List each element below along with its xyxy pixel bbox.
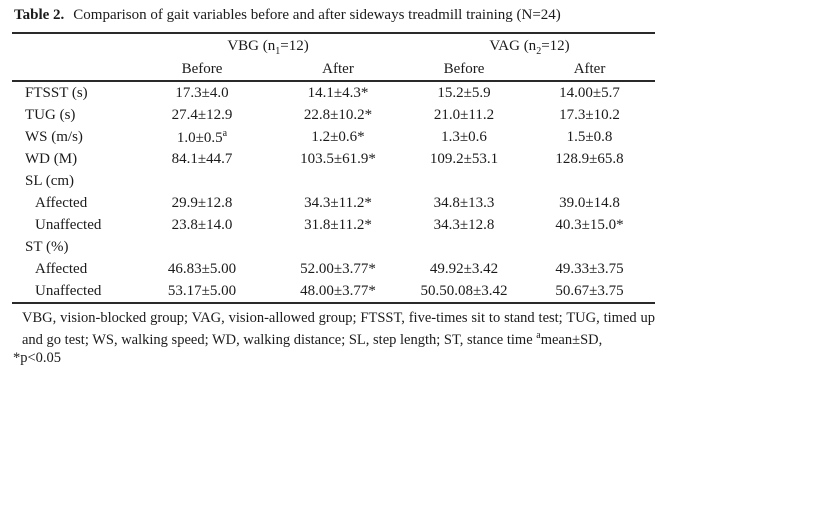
table-title-text: Comparison of gait variables before and … xyxy=(73,7,561,23)
cell: 103.5±61.9* xyxy=(300,150,376,167)
row-label: Affected xyxy=(35,194,88,211)
cell xyxy=(404,170,524,192)
gait-variables-table: VBG (n1=12) VAG (n2=12) Before After Bef… xyxy=(12,32,656,304)
cell: 84.1±44.7 xyxy=(171,150,233,167)
cell xyxy=(404,236,524,258)
cell: 1.0±0.5a xyxy=(176,127,228,146)
table-footnote: VBG, vision-blocked group; VAG, vision-a… xyxy=(12,309,655,367)
cell: 109.2±53.1 xyxy=(429,150,499,167)
cell: 34.3±12.8 xyxy=(433,216,495,233)
table-title-label: Table 2. xyxy=(14,7,65,23)
cell xyxy=(132,170,272,192)
cell: 34.3±11.2* xyxy=(304,194,372,211)
cell: 40.3±15.0* xyxy=(555,216,624,233)
cell: 1.3±0.6 xyxy=(441,128,487,145)
table-row-st-affected: Affected 46.83±5.00 52.00±3.77* 49.92±3.… xyxy=(12,258,655,280)
cell: 50.50.08±3.42 xyxy=(404,280,525,304)
row-label: Unaffected xyxy=(35,216,102,233)
table-row-tug: TUG (s) 27.4±12.9 22.8±10.2* 21.0±11.2 1… xyxy=(12,104,655,126)
cell: 1.5±0.8 xyxy=(566,128,613,145)
row-label: WD (M) xyxy=(25,150,78,167)
row-label: WS (m/s) xyxy=(25,128,83,145)
cell: 17.3±4.0 xyxy=(175,84,229,101)
table-title: Table 2. Comparison of gait variables bef… xyxy=(14,6,655,24)
row-label: SL (cm) xyxy=(25,172,75,189)
cell: 14.1±4.3* xyxy=(307,84,369,101)
row-label: TUG (s) xyxy=(25,106,76,123)
cell: 52.00±3.77* xyxy=(300,260,376,277)
cell: 17.3±10.2 xyxy=(559,106,620,123)
sub-header-vag-before: Before xyxy=(404,59,525,82)
cell: 23.8±14.0 xyxy=(171,216,233,233)
group-header-vag: VAG (n2=12) xyxy=(404,32,656,59)
cell: 34.8±13.3 xyxy=(433,194,495,211)
group-header-row: VBG (n1=12) VAG (n2=12) xyxy=(12,32,656,59)
footnote-pvalue: *p<0.05 xyxy=(13,349,62,366)
table-row-wd: WD (M) 84.1±44.7 103.5±61.9* 109.2±53.1 … xyxy=(12,148,655,170)
table-row-sl-affected: Affected 29.9±12.8 34.3±11.2* 34.8±13.3 … xyxy=(12,192,655,214)
cell: 48.00±3.77* xyxy=(272,280,405,304)
sub-header-vbg-before: Before xyxy=(132,59,272,82)
cell: 1.2±0.6* xyxy=(311,128,365,145)
table-row-ws: WS (m/s) 1.0±0.5a 1.2±0.6* 1.3±0.6 1.5±0… xyxy=(12,126,655,148)
sub-header-row: Before After Before After xyxy=(12,59,656,82)
cell: 14.00±5.7 xyxy=(559,84,620,101)
sub-header-vag-after: After xyxy=(524,59,656,82)
row-label: Affected xyxy=(35,260,88,277)
cell: 53.17±5.00 xyxy=(132,280,272,304)
cell: 46.83±5.00 xyxy=(167,260,237,277)
cell: 31.8±11.2* xyxy=(304,216,372,233)
cell: 15.2±5.9 xyxy=(437,84,491,101)
cell: 22.8±10.2* xyxy=(303,106,373,123)
cell: 128.9±65.8 xyxy=(555,150,624,167)
cell: 50.67±3.75 xyxy=(524,280,656,304)
table-row-ftsst: FTSST (s) 17.3±4.0 14.1±4.3* 15.2±5.9 14… xyxy=(12,81,655,104)
row-label: Unaffected xyxy=(12,280,132,304)
row-label: ST (%) xyxy=(25,238,69,255)
group-header-vbg: VBG (n1=12) xyxy=(132,32,405,59)
cell xyxy=(524,236,655,258)
cell: 29.9±12.8 xyxy=(171,194,233,211)
cell: 39.0±14.8 xyxy=(559,194,620,211)
cell xyxy=(524,170,655,192)
row-label: FTSST (s) xyxy=(25,84,88,101)
cell: 27.4±12.9 xyxy=(171,106,233,123)
group-header-empty xyxy=(12,32,132,59)
cell: 21.0±11.2 xyxy=(433,106,495,123)
cell xyxy=(272,236,404,258)
footnote-abbreviations: VBG, vision-blocked group; VAG, vision-a… xyxy=(22,310,655,348)
document-page: Table 2. Comparison of gait variables bef… xyxy=(12,6,656,367)
table-row-sl-unaffected: Unaffected 23.8±14.0 31.8±11.2* 34.3±12.… xyxy=(12,214,655,236)
sub-header-vbg-after: After xyxy=(272,59,405,82)
cell: 49.33±3.75 xyxy=(555,260,624,277)
table-row-st-section: ST (%) xyxy=(12,236,655,258)
cell xyxy=(272,170,404,192)
cell xyxy=(132,236,272,258)
table-row-sl-section: SL (cm) xyxy=(12,170,655,192)
sub-header-empty xyxy=(12,59,132,82)
cell: 49.92±3.42 xyxy=(429,260,499,277)
table-row-st-unaffected: Unaffected 53.17±5.00 48.00±3.77* 50.50.… xyxy=(12,280,656,304)
